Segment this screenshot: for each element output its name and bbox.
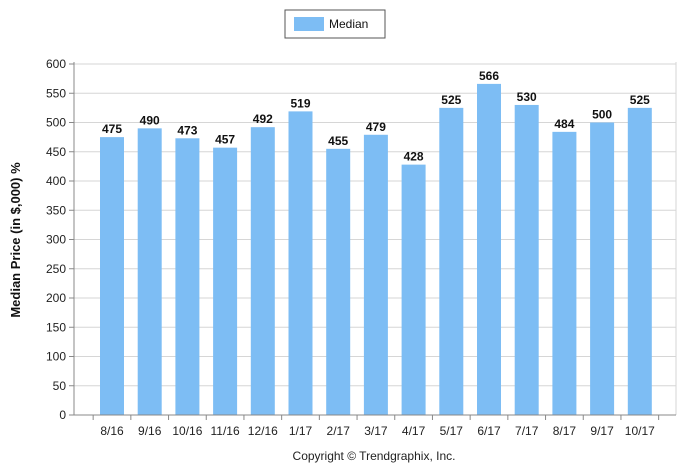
bar: [477, 83, 501, 415]
data-label: 473: [177, 123, 197, 137]
x-tick-label: 7/17: [515, 424, 539, 438]
data-label: 519: [290, 96, 310, 110]
data-label: 566: [479, 69, 499, 83]
y-tick-label: 450: [46, 145, 66, 159]
data-label: 484: [554, 117, 574, 131]
x-tick-label: 6/17: [477, 424, 501, 438]
x-tick-label: 12/16: [248, 424, 278, 438]
bar: [100, 137, 124, 415]
y-axis: 0 50 100 150 200 250 300 350 400 450 500 550 600: [46, 57, 75, 422]
y-tick-label: 200: [46, 291, 66, 305]
data-labels: 475 490 473 457 492 519 455 479 428 525 566 530 484 5…: [102, 69, 650, 164]
bar: [439, 107, 464, 415]
x-tick-label: 1/17: [289, 424, 313, 438]
y-tick-label: 350: [46, 203, 66, 217]
data-label: 457: [215, 133, 235, 147]
bar: [514, 104, 539, 415]
y-tick-label: 550: [46, 86, 66, 100]
x-tick-label: 10/16: [172, 424, 202, 438]
bar: [250, 127, 275, 416]
data-label: 525: [441, 93, 461, 107]
y-tick-label: 500: [46, 116, 66, 130]
x-tick-label: 9/17: [590, 424, 614, 438]
bar: [401, 164, 426, 415]
data-label: 530: [517, 90, 537, 104]
copyright-footer: Copyright © Trendgraphix, Inc.: [293, 449, 456, 463]
legend: Median: [284, 9, 386, 39]
y-tick-label: 0: [59, 408, 66, 422]
bars: [100, 83, 652, 416]
data-label: 525: [630, 93, 650, 107]
x-tick-label: 4/17: [402, 424, 426, 438]
data-label: 492: [253, 112, 273, 126]
x-axis: 8/16 9/16 10/16 11/16 12/16 1/17 2/17 3/17 4/17 5…: [74, 414, 676, 438]
bar: [213, 147, 238, 415]
y-tick-label: 400: [46, 174, 66, 188]
y-tick-label: 600: [46, 57, 66, 71]
legend-label: Median: [329, 17, 368, 31]
x-tick-label: 11/16: [211, 424, 240, 438]
data-label: 475: [102, 122, 122, 136]
x-tick-label: 9/16: [138, 424, 162, 438]
bar: [288, 111, 313, 415]
bar: [137, 128, 162, 415]
data-label: 490: [140, 113, 160, 127]
bar: [326, 148, 351, 415]
data-label: 479: [366, 120, 386, 134]
x-tick-label: 8/16: [100, 424, 124, 438]
bar: [363, 134, 388, 415]
bar: [552, 131, 577, 416]
y-tick-label: 150: [46, 320, 66, 334]
data-label: 500: [592, 108, 612, 122]
legend-swatch: [294, 17, 324, 31]
y-tick-label: 300: [46, 233, 66, 247]
data-label: 428: [404, 150, 424, 164]
y-tick-label: 250: [46, 262, 66, 276]
data-label: 455: [328, 134, 348, 148]
bar: [627, 107, 652, 415]
x-tick-label: 2/17: [327, 424, 351, 438]
x-tick-label: 3/17: [364, 424, 388, 438]
bar: [175, 138, 200, 416]
y-axis-label: Median Price (in $,000) %: [8, 162, 23, 318]
bar: [590, 122, 615, 415]
x-tick-label: 10/17: [625, 424, 655, 438]
y-tick-label: 100: [46, 350, 66, 364]
x-tick-label: 5/17: [440, 424, 464, 438]
y-tick-label: 50: [53, 379, 67, 393]
x-tick-label: 8/17: [553, 424, 577, 438]
